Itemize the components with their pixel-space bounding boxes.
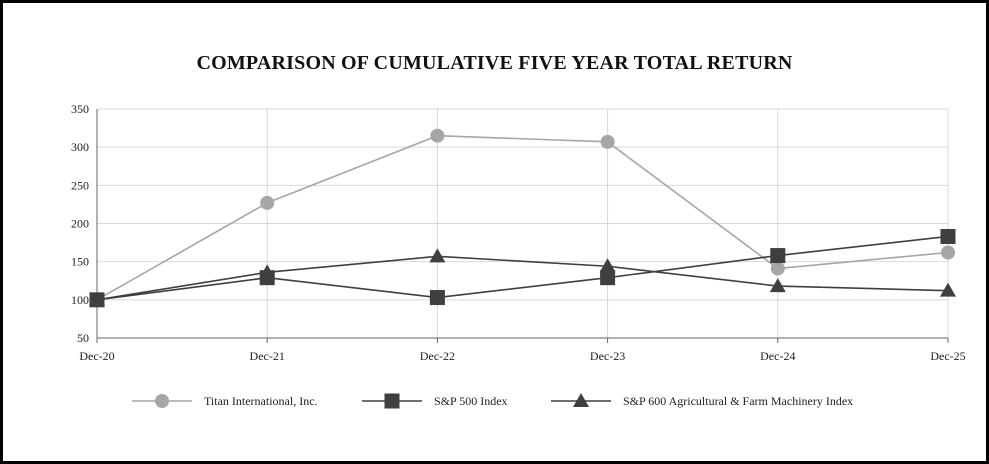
y-tick-label: 300 (71, 140, 89, 154)
legend-circle-icon (155, 394, 169, 408)
grid-lines (97, 108, 949, 339)
y-tick-label: 250 (71, 178, 89, 192)
data-point (770, 248, 786, 264)
series-circle (90, 128, 955, 307)
legend: Titan International, Inc. S&P 500 Index S&… (132, 393, 853, 409)
y-tick-label: 50 (77, 331, 89, 345)
data-point (429, 290, 445, 306)
data-point (89, 292, 105, 308)
legend-item: S&P 600 Agricultural & Farm Machinery In… (551, 393, 853, 408)
data-point (940, 282, 956, 297)
series-group (89, 128, 956, 308)
y-tick-label: 350 (71, 102, 89, 116)
data-point (260, 195, 275, 210)
series-line (96, 235, 949, 301)
legend-square-icon (384, 393, 400, 409)
x-tick-label: Dec-23 (590, 349, 625, 363)
x-tick-label: Dec-22 (420, 349, 455, 363)
y-tick-label: 200 (71, 217, 89, 231)
x-tick-label: Dec-25 (930, 349, 965, 363)
series-square (89, 228, 956, 308)
data-point (259, 270, 275, 286)
series-line (96, 134, 949, 301)
data-point (769, 278, 786, 293)
legend-item: S&P 500 Index (362, 393, 508, 409)
y-tick-label: 100 (71, 293, 89, 307)
x-tick-label: Dec-24 (760, 349, 795, 363)
legend-label: Titan International, Inc. (204, 394, 318, 408)
x-tick-label: Dec-20 (79, 349, 114, 363)
x-tick-label: Dec-21 (250, 349, 285, 363)
data-point (770, 261, 785, 276)
legend-triangle-icon (573, 393, 589, 407)
data-point (430, 128, 445, 143)
x-axis-ticks: Dec-20 Dec-21 Dec-22 Dec-23 Dec-24 Dec-25 (79, 349, 965, 363)
data-point (600, 134, 615, 149)
y-axis-ticks: 50 100 150 200 250 300 350 (71, 102, 89, 345)
series-line (96, 255, 949, 301)
axes (96, 109, 949, 343)
chart-title: COMPARISON OF CUMULATIVE FIVE YEAR TOTAL… (196, 52, 793, 74)
data-point (940, 228, 956, 244)
data-point (599, 258, 616, 273)
legend-label: S&P 600 Agricultural & Farm Machinery In… (623, 394, 853, 408)
legend-label: S&P 500 Index (434, 394, 508, 408)
series-triangle (89, 248, 956, 306)
data-point (600, 270, 616, 286)
data-point (429, 248, 446, 263)
y-tick-label: 150 (71, 255, 89, 269)
data-point (941, 245, 955, 260)
legend-item: Titan International, Inc. (132, 394, 318, 408)
